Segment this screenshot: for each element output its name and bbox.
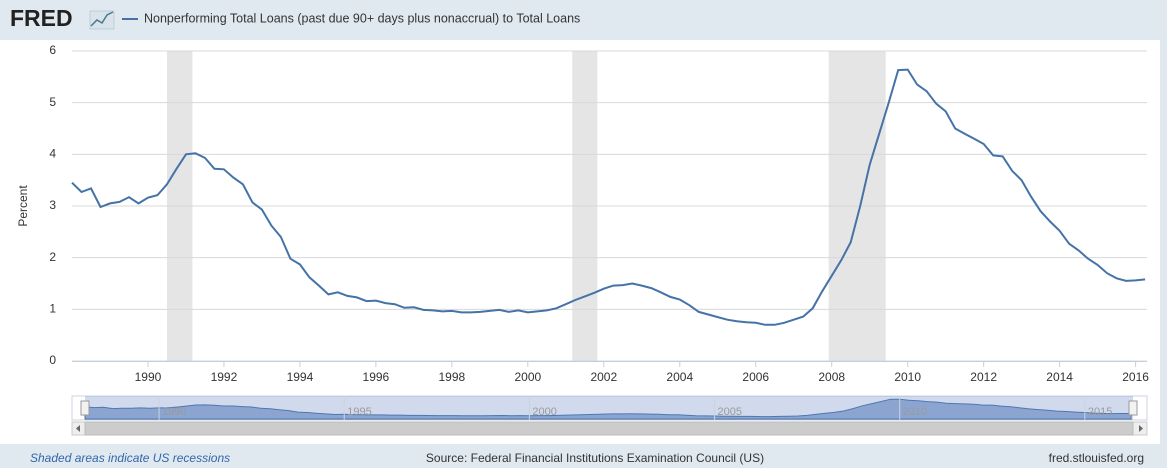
y-tick-label: 4 — [49, 147, 56, 161]
y-axis-label: Percent — [16, 185, 30, 227]
navigator-tick-label: 2000 — [532, 406, 556, 418]
recession-note: Shaded areas indicate US recessions — [30, 451, 230, 465]
navigator-tick-label: 1995 — [347, 406, 371, 418]
source: Source: Federal Financial Institutions E… — [426, 451, 764, 465]
navigator-handle — [1128, 400, 1138, 416]
navigator-selection — [85, 396, 1133, 420]
x-tick-label: 1990 — [135, 370, 162, 384]
logo-icon — [89, 10, 115, 30]
navigator-area — [84, 398, 1132, 420]
navigator-tick-label: 2015 — [1088, 406, 1112, 418]
navigator-tick-label: 2010 — [903, 406, 927, 418]
y-tick-label: 6 — [49, 43, 56, 57]
x-tick-label: 2008 — [818, 370, 845, 384]
x-tick-label: 1994 — [287, 370, 314, 384]
x-tick-label: 1998 — [439, 370, 466, 384]
x-tick-label: 2002 — [590, 370, 617, 384]
y-tick-label: 3 — [49, 198, 56, 212]
x-tick-label: 2006 — [742, 370, 769, 384]
x-tick-label: 2010 — [894, 370, 921, 384]
series-line — [71, 68, 1146, 326]
scroll-right — [1139, 425, 1143, 432]
x-tick-label: 1992 — [211, 370, 238, 384]
navigator-tick-label: 1990 — [162, 406, 186, 418]
y-tick-label: 2 — [49, 250, 56, 264]
x-tick-label: 2016 — [1122, 370, 1149, 384]
legend-label: Nonperforming Total Loans (past due 90+ … — [144, 11, 580, 25]
logo: FRED — [10, 5, 73, 31]
x-tick-label: 1996 — [363, 370, 390, 384]
scrollbar-thumb — [84, 421, 1134, 436]
navigator-handle — [80, 400, 90, 416]
y-tick-label: 0 — [49, 353, 56, 367]
y-tick-label: 1 — [49, 302, 56, 316]
x-tick-label: 2014 — [1046, 370, 1073, 384]
x-tick-label: 2000 — [514, 370, 541, 384]
scroll-left — [76, 425, 80, 432]
site: fred.stlouisfed.org — [1049, 451, 1144, 465]
navigator-tick-label: 2005 — [718, 406, 742, 418]
y-tick-label: 5 — [49, 95, 56, 109]
x-tick-label: 2004 — [666, 370, 693, 384]
x-tick-label: 2012 — [970, 370, 997, 384]
